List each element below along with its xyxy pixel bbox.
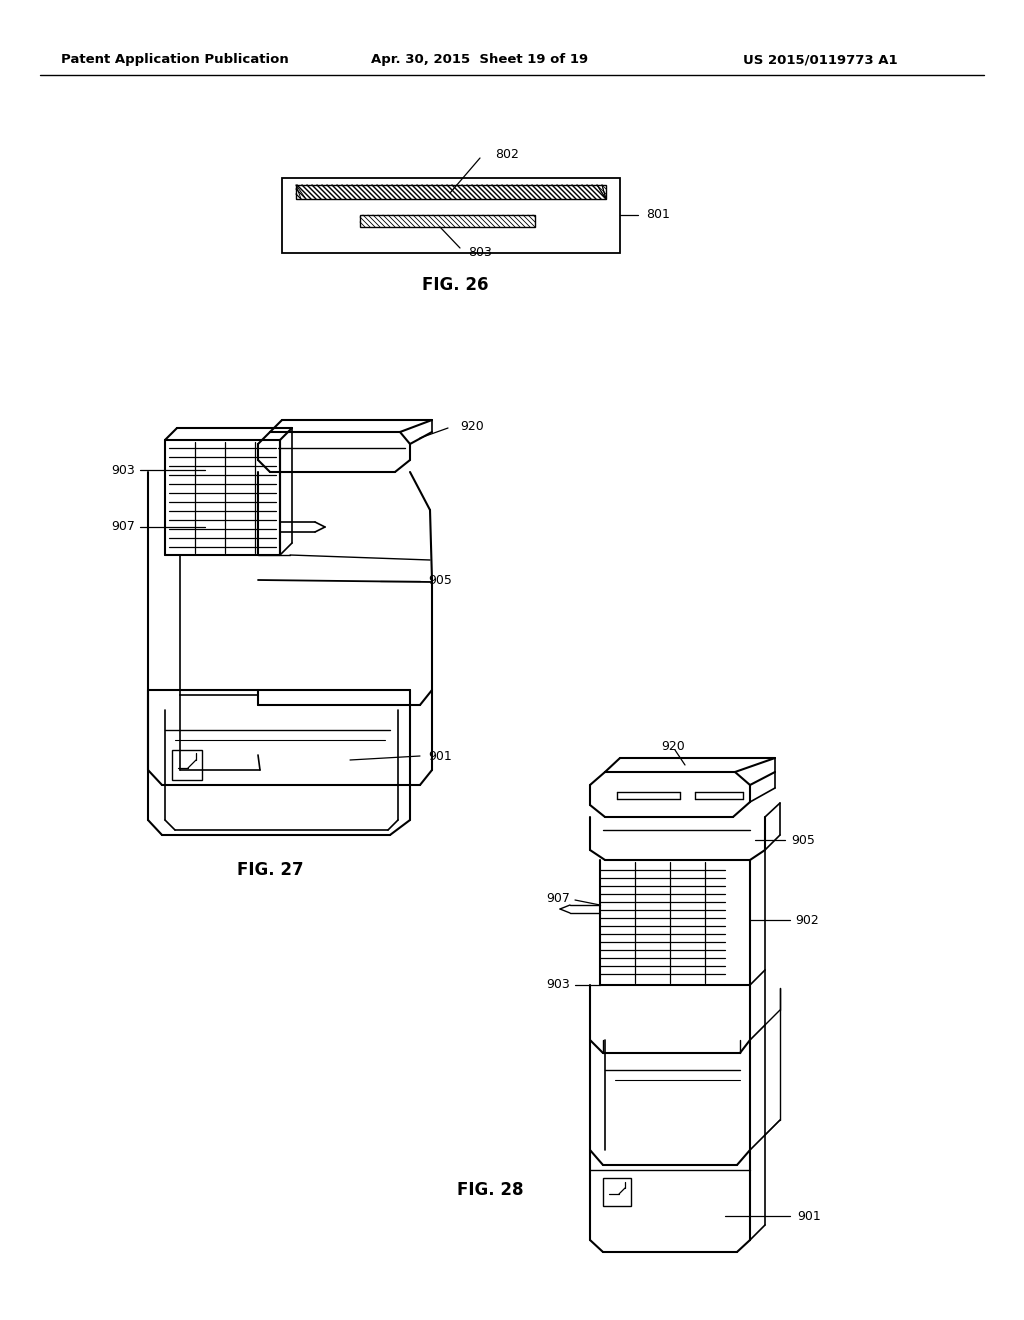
Text: Patent Application Publication: Patent Application Publication [61, 54, 289, 66]
Text: 920: 920 [460, 420, 483, 433]
Text: 903: 903 [112, 463, 135, 477]
Text: FIG. 27: FIG. 27 [237, 861, 303, 879]
Bar [296, 185, 606, 199]
Text: 905: 905 [428, 574, 452, 587]
Bar [282, 178, 620, 253]
Bar [172, 750, 202, 780]
Text: FIG. 28: FIG. 28 [457, 1181, 523, 1199]
Text: 905: 905 [791, 833, 815, 846]
Text: 802: 802 [495, 149, 519, 161]
Text: FIG. 26: FIG. 26 [422, 276, 488, 294]
Text: US 2015/0119773 A1: US 2015/0119773 A1 [742, 54, 897, 66]
Text: 901: 901 [797, 1209, 821, 1222]
Text: 902: 902 [795, 913, 819, 927]
Text: 803: 803 [468, 246, 492, 259]
Bar [603, 1177, 631, 1206]
Text: 903: 903 [546, 978, 570, 991]
Text: 920: 920 [662, 739, 685, 752]
Text: 901: 901 [428, 750, 452, 763]
Text: 907: 907 [546, 891, 570, 904]
Text: 907: 907 [112, 520, 135, 533]
Bar [360, 215, 535, 227]
Text: Apr. 30, 2015  Sheet 19 of 19: Apr. 30, 2015 Sheet 19 of 19 [372, 54, 589, 66]
Text: 801: 801 [646, 209, 670, 222]
